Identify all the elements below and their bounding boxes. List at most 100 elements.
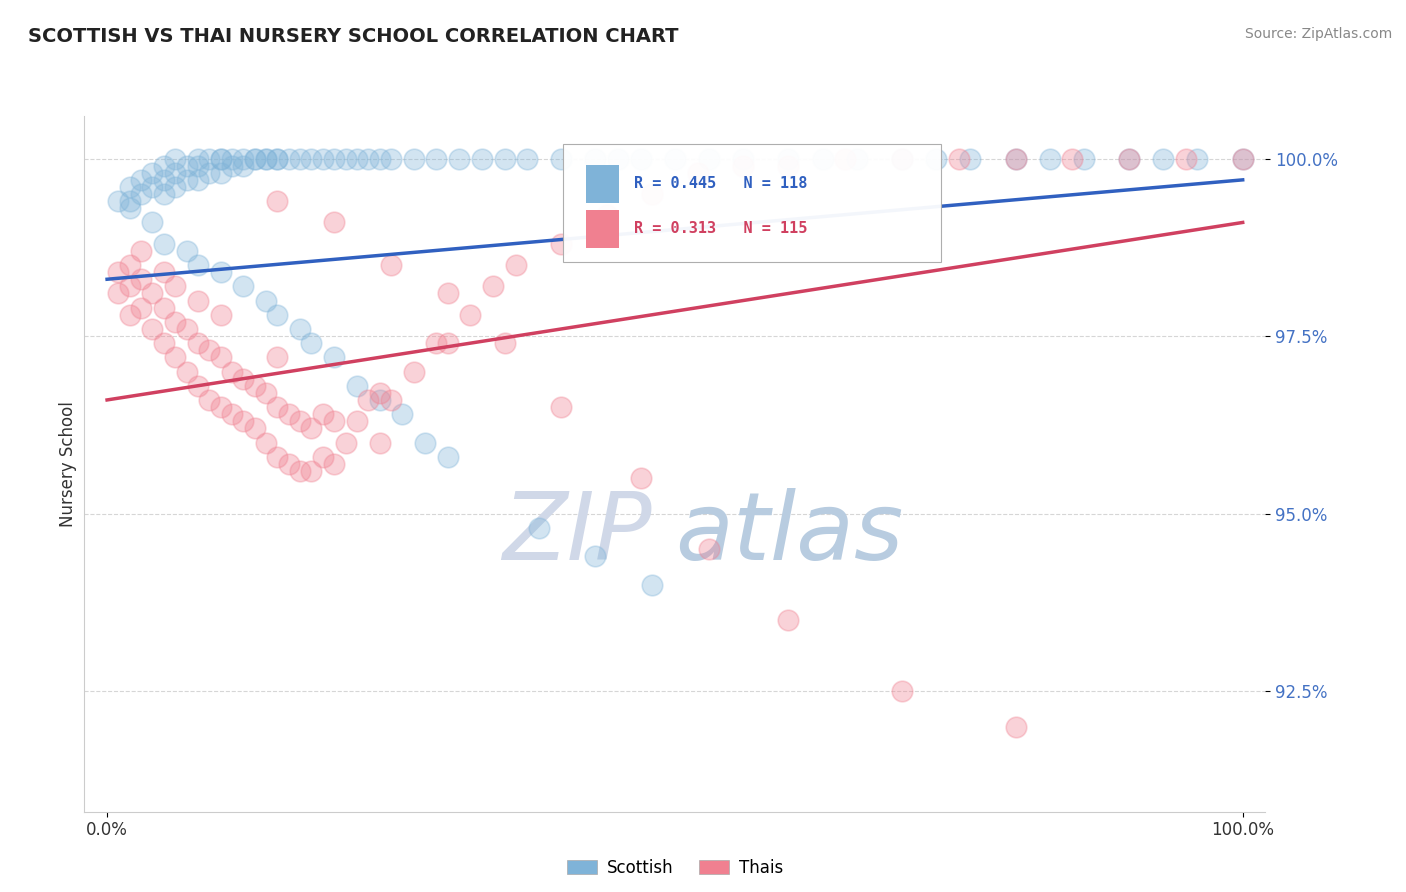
Point xyxy=(1004,152,1026,166)
Point xyxy=(129,244,152,258)
Point xyxy=(346,152,368,166)
Point xyxy=(266,400,288,414)
Point xyxy=(232,371,254,385)
Point xyxy=(165,180,187,194)
Point xyxy=(550,152,572,166)
Point xyxy=(288,414,311,428)
Point xyxy=(312,407,335,421)
Point xyxy=(323,152,346,166)
Point xyxy=(1187,152,1209,166)
Point xyxy=(505,258,527,272)
Point xyxy=(153,301,176,315)
Point xyxy=(494,152,516,166)
Point xyxy=(891,152,914,166)
Point xyxy=(778,613,800,627)
Point xyxy=(266,308,288,322)
Point xyxy=(1232,152,1254,166)
Point xyxy=(1039,152,1062,166)
Point xyxy=(187,378,209,392)
Point xyxy=(277,152,299,166)
Point xyxy=(209,152,232,166)
Point xyxy=(1062,152,1084,166)
Point xyxy=(550,400,572,414)
Point xyxy=(641,577,664,591)
Point xyxy=(312,152,335,166)
Point xyxy=(254,293,277,308)
Point xyxy=(153,236,176,251)
Point xyxy=(165,279,187,293)
Point xyxy=(596,208,619,222)
Point xyxy=(436,286,458,301)
Point xyxy=(187,159,209,173)
Point xyxy=(664,152,686,166)
Point xyxy=(165,166,187,180)
Point xyxy=(153,187,176,202)
Point xyxy=(198,392,221,407)
Point xyxy=(209,308,232,322)
Point xyxy=(1118,152,1140,166)
Point xyxy=(697,152,720,166)
Point xyxy=(254,385,277,400)
Point xyxy=(1004,152,1026,166)
Point xyxy=(312,450,335,464)
Point xyxy=(301,336,323,351)
Point xyxy=(449,152,471,166)
Point xyxy=(118,201,141,215)
Point xyxy=(266,194,288,209)
Point xyxy=(402,152,425,166)
Point xyxy=(288,464,311,478)
Point xyxy=(436,450,458,464)
Point xyxy=(141,166,163,180)
Point xyxy=(209,265,232,279)
Point xyxy=(335,152,357,166)
Point xyxy=(482,279,505,293)
Point xyxy=(323,457,346,471)
Point xyxy=(176,365,198,379)
Point xyxy=(583,152,606,166)
Point xyxy=(402,365,425,379)
Point xyxy=(232,279,254,293)
Point xyxy=(153,159,176,173)
Point xyxy=(925,152,948,166)
Point xyxy=(198,343,221,358)
Point xyxy=(129,301,152,315)
Point xyxy=(641,187,664,202)
Point xyxy=(357,392,380,407)
Point xyxy=(346,378,368,392)
Point xyxy=(176,173,198,187)
Point xyxy=(425,152,447,166)
Point xyxy=(686,166,709,180)
Point xyxy=(288,322,311,336)
Text: R = 0.445   N = 118: R = 0.445 N = 118 xyxy=(634,176,807,191)
Point xyxy=(277,407,299,421)
Point xyxy=(948,152,970,166)
Point xyxy=(266,152,288,166)
Point xyxy=(811,152,834,166)
Point xyxy=(165,315,187,329)
Point xyxy=(232,152,254,166)
Point xyxy=(368,435,391,450)
Point xyxy=(346,414,368,428)
Point xyxy=(527,521,550,535)
Point xyxy=(494,336,516,351)
Point xyxy=(1152,152,1174,166)
Point xyxy=(697,542,720,557)
Point xyxy=(277,457,299,471)
Point xyxy=(357,152,380,166)
Point xyxy=(323,351,346,365)
Point xyxy=(301,464,323,478)
Point xyxy=(118,258,141,272)
Point xyxy=(266,351,288,365)
FancyBboxPatch shape xyxy=(562,144,941,262)
Point xyxy=(118,279,141,293)
Point xyxy=(959,152,981,166)
Text: atlas: atlas xyxy=(675,488,903,579)
Point xyxy=(221,365,243,379)
Point xyxy=(209,166,232,180)
Point xyxy=(187,173,209,187)
Point xyxy=(630,471,652,485)
Point xyxy=(129,272,152,286)
Point xyxy=(335,435,357,450)
Point xyxy=(243,421,266,435)
Point xyxy=(165,351,187,365)
